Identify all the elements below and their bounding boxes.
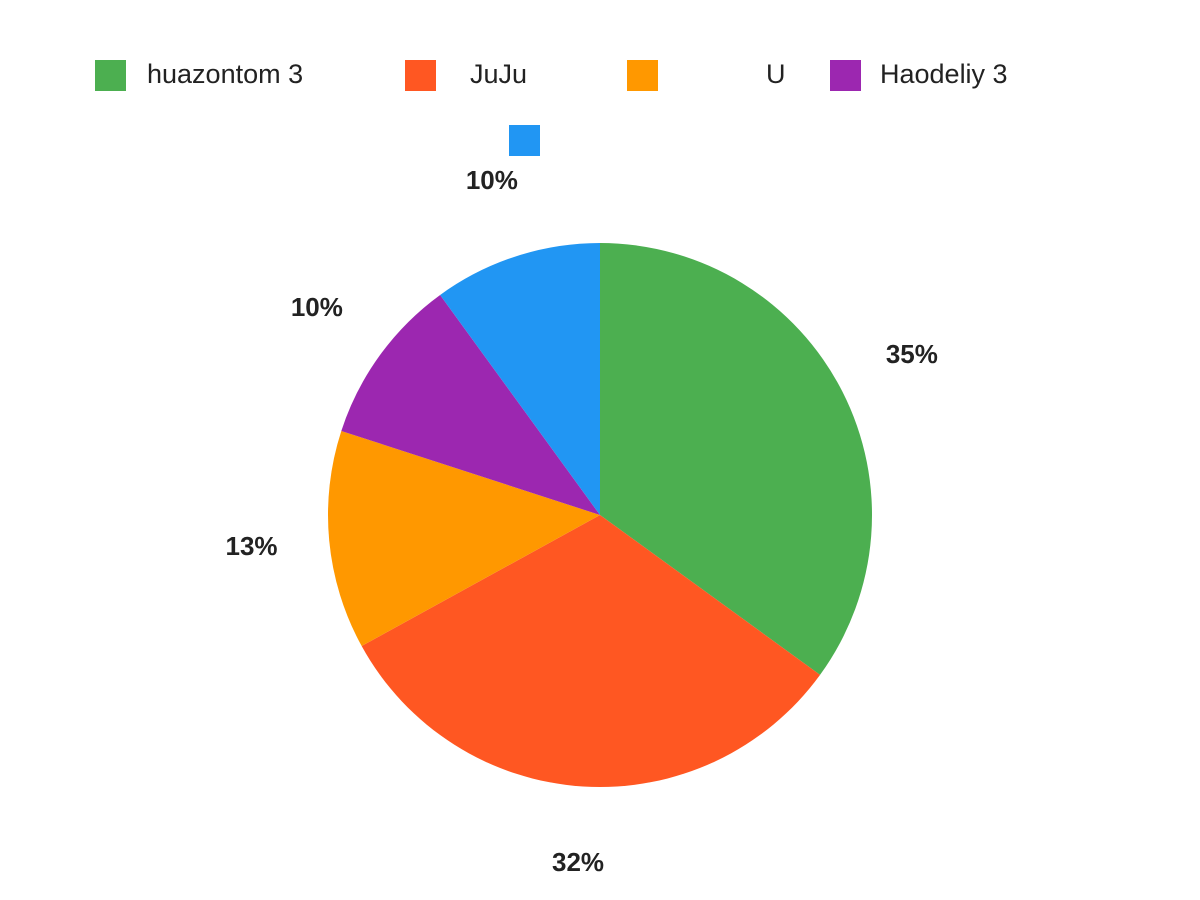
legend-swatch xyxy=(405,60,436,91)
legend-text: U xyxy=(766,59,786,89)
value-label: 13% xyxy=(226,531,278,561)
legend-text: huazontom 3 xyxy=(147,59,303,89)
pie-slice xyxy=(328,430,600,647)
value-label: 35% xyxy=(886,339,938,369)
legend-swatch xyxy=(830,60,861,91)
pie-slice xyxy=(600,243,872,675)
legend-swatch xyxy=(627,60,658,91)
pie-slice xyxy=(341,294,600,515)
value-label: 32% xyxy=(552,847,604,877)
legend-text: Haodeliy 3 xyxy=(880,59,1008,89)
value-label: 10% xyxy=(291,292,343,322)
legend-swatch xyxy=(95,60,126,91)
legend-swatch xyxy=(509,125,540,156)
pie-slice xyxy=(361,515,821,787)
legend-text: JuJu xyxy=(470,59,527,89)
pie-slice xyxy=(440,243,600,515)
value-label: 10% xyxy=(466,165,518,195)
